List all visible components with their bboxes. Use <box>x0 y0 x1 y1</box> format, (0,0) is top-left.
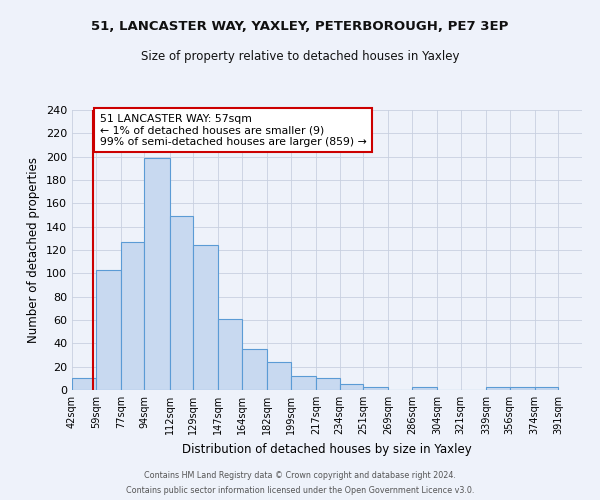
Bar <box>291 376 316 390</box>
Text: 51 LANCASTER WAY: 57sqm
← 1% of detached houses are smaller (9)
99% of semi-deta: 51 LANCASTER WAY: 57sqm ← 1% of detached… <box>100 114 367 146</box>
Bar <box>170 216 193 390</box>
Bar <box>509 386 535 390</box>
Bar <box>121 242 145 390</box>
Text: 51, LANCASTER WAY, YAXLEY, PETERBOROUGH, PE7 3EP: 51, LANCASTER WAY, YAXLEY, PETERBOROUGH,… <box>91 20 509 33</box>
Bar <box>242 349 267 390</box>
Bar <box>363 386 388 390</box>
X-axis label: Distribution of detached houses by size in Yaxley: Distribution of detached houses by size … <box>182 442 472 456</box>
Text: Size of property relative to detached houses in Yaxley: Size of property relative to detached ho… <box>141 50 459 63</box>
Bar <box>72 378 95 390</box>
Bar <box>316 378 340 390</box>
Bar <box>486 386 509 390</box>
Bar <box>95 270 121 390</box>
Bar <box>193 246 218 390</box>
Bar <box>267 362 291 390</box>
Bar <box>535 386 559 390</box>
Text: Contains HM Land Registry data © Crown copyright and database right 2024.: Contains HM Land Registry data © Crown c… <box>144 471 456 480</box>
Bar <box>145 158 170 390</box>
Bar <box>412 386 437 390</box>
Text: Contains public sector information licensed under the Open Government Licence v3: Contains public sector information licen… <box>126 486 474 495</box>
Bar <box>340 384 363 390</box>
Bar <box>218 319 242 390</box>
Y-axis label: Number of detached properties: Number of detached properties <box>28 157 40 343</box>
